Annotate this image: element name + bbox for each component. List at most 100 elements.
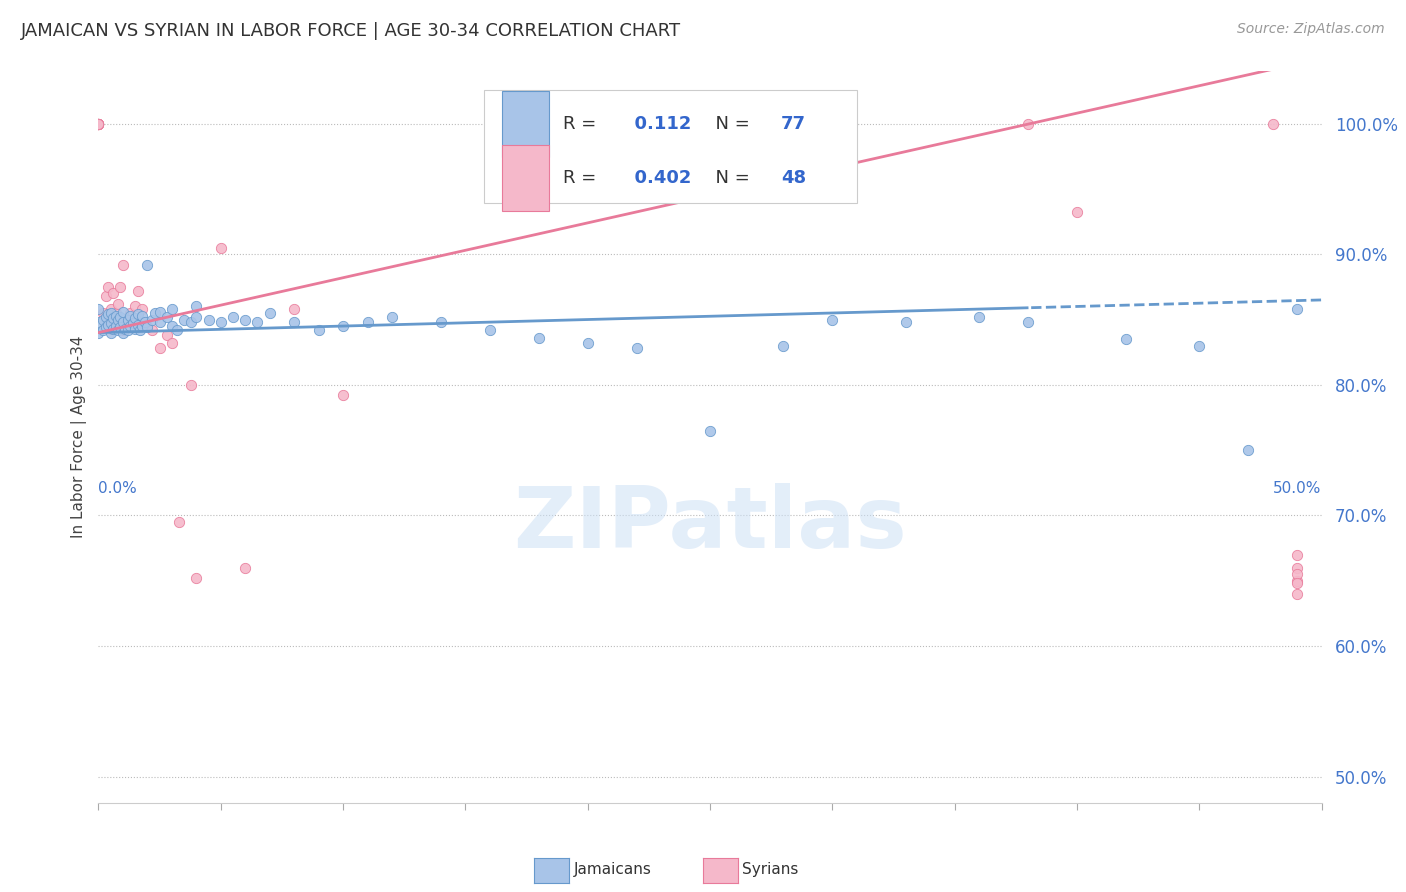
Text: 77: 77	[780, 115, 806, 133]
Point	[180, 377, 202, 392]
Point	[87, 117, 110, 131]
Point	[87, 117, 110, 131]
Point	[94, 310, 117, 324]
Point	[186, 310, 208, 324]
Point	[131, 309, 153, 323]
Point	[100, 306, 122, 320]
Point	[141, 312, 163, 326]
Point	[111, 258, 134, 272]
Point	[430, 315, 453, 329]
Point	[626, 341, 648, 355]
Point	[197, 312, 219, 326]
Text: 0.402: 0.402	[621, 169, 692, 187]
Point	[1237, 443, 1260, 458]
Text: 0.112: 0.112	[621, 115, 692, 133]
Point	[91, 312, 114, 326]
Text: R =: R =	[564, 115, 602, 133]
Point	[186, 571, 208, 585]
Point	[1286, 560, 1309, 574]
Point	[101, 286, 124, 301]
Point	[124, 315, 146, 329]
Point	[173, 312, 195, 326]
Point	[527, 331, 550, 345]
Point	[107, 312, 129, 326]
Point	[160, 319, 183, 334]
Point	[136, 320, 159, 334]
Point	[167, 515, 190, 529]
Point	[136, 319, 159, 334]
Text: R =: R =	[564, 169, 602, 187]
Point	[117, 319, 139, 334]
Point	[149, 315, 172, 329]
Point	[821, 312, 844, 326]
Point	[381, 310, 404, 324]
Point	[134, 315, 156, 329]
Point	[894, 315, 917, 329]
Point	[100, 317, 122, 331]
Point	[91, 306, 114, 320]
Point	[111, 326, 134, 340]
Text: 48: 48	[780, 169, 806, 187]
Point	[87, 326, 110, 340]
Text: 0.0%: 0.0%	[98, 481, 138, 496]
Point	[1115, 332, 1137, 346]
Point	[94, 320, 117, 334]
Point	[127, 318, 149, 332]
Text: Syrians: Syrians	[742, 863, 799, 877]
FancyBboxPatch shape	[502, 145, 548, 211]
Point	[186, 300, 208, 314]
Point	[156, 328, 179, 343]
Text: N =: N =	[704, 169, 755, 187]
Point	[87, 301, 110, 317]
Point	[97, 307, 120, 321]
Point	[136, 258, 159, 272]
Point	[143, 306, 166, 320]
Point	[120, 319, 142, 334]
Point	[233, 312, 256, 326]
Point	[117, 323, 139, 337]
Point	[87, 117, 110, 131]
Point	[356, 315, 378, 329]
Point	[141, 323, 163, 337]
Point	[117, 312, 139, 326]
Point	[87, 117, 110, 131]
Text: Source: ZipAtlas.com: Source: ZipAtlas.com	[1237, 22, 1385, 37]
Point	[110, 280, 132, 294]
Text: 50.0%: 50.0%	[1274, 481, 1322, 496]
Point	[967, 310, 990, 324]
Text: Jamaicans: Jamaicans	[574, 863, 651, 877]
Point	[209, 241, 232, 255]
Point	[332, 319, 354, 334]
Point	[114, 321, 136, 335]
Point	[121, 317, 143, 331]
Point	[180, 315, 202, 329]
Point	[149, 304, 172, 318]
Point	[1261, 117, 1284, 131]
Point	[1286, 548, 1309, 562]
Point	[259, 306, 281, 320]
Point	[111, 304, 134, 318]
FancyBboxPatch shape	[484, 90, 856, 203]
Point	[110, 310, 132, 324]
Point	[332, 388, 354, 402]
Point	[1286, 576, 1309, 591]
Point	[100, 326, 122, 340]
Point	[1286, 574, 1309, 588]
Point	[308, 323, 330, 337]
Text: N =: N =	[704, 115, 755, 133]
Point	[149, 341, 172, 355]
Point	[110, 320, 132, 334]
Point	[97, 318, 120, 332]
Point	[1286, 567, 1309, 582]
Point	[91, 323, 114, 337]
Point	[87, 117, 110, 131]
Point	[1017, 315, 1039, 329]
FancyBboxPatch shape	[502, 91, 548, 157]
Point	[222, 310, 245, 324]
Text: JAMAICAN VS SYRIAN IN LABOR FORCE | AGE 30-34 CORRELATION CHART: JAMAICAN VS SYRIAN IN LABOR FORCE | AGE …	[21, 22, 682, 40]
Point	[576, 336, 599, 351]
Point	[87, 315, 110, 329]
Point	[127, 307, 149, 321]
Point	[772, 339, 794, 353]
Point	[478, 323, 501, 337]
